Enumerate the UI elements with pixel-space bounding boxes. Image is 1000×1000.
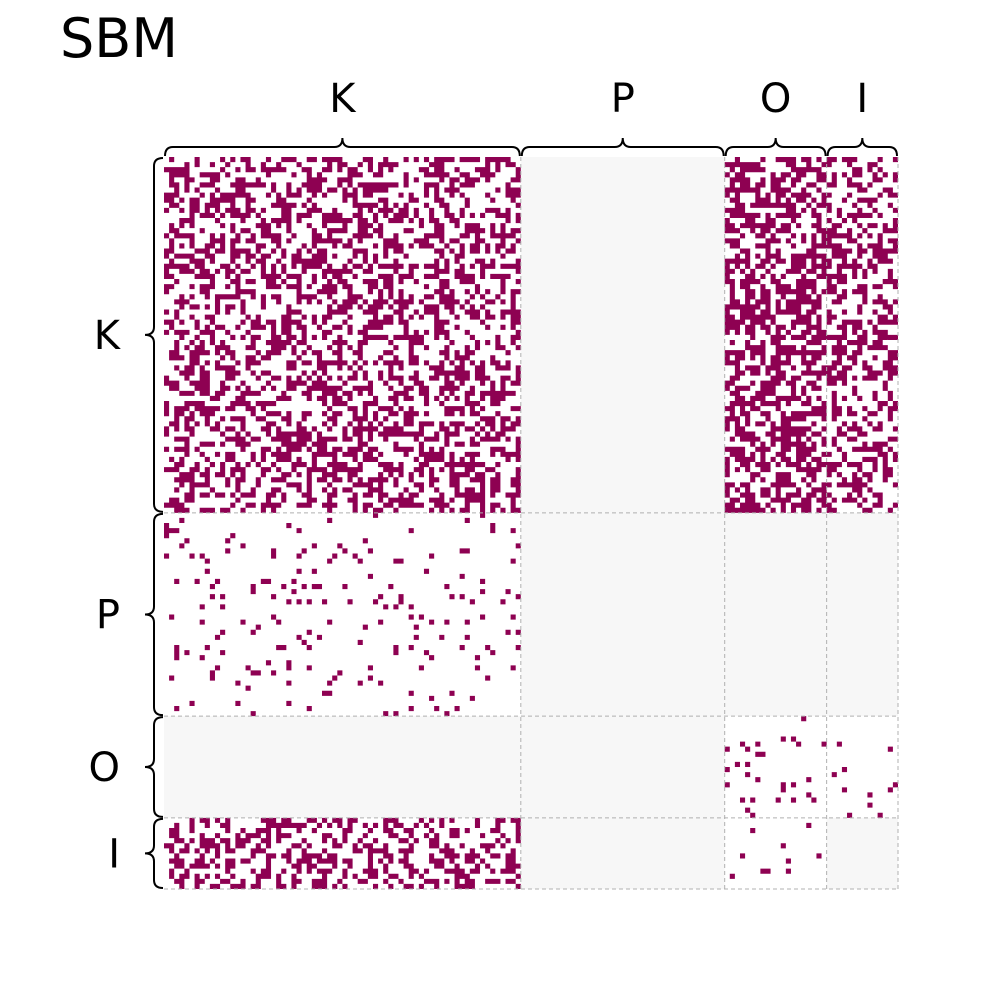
- block-P-P: [520, 512, 725, 717]
- block-I-I: [826, 817, 898, 889]
- brace-top-P: [520, 137, 725, 157]
- block-P-O: [724, 512, 827, 717]
- block-P-I: [826, 512, 898, 717]
- page-title: SBM: [60, 7, 178, 70]
- block-O-I: [826, 716, 898, 818]
- top-label-O: O: [760, 76, 791, 122]
- block-O-K: [164, 716, 521, 818]
- brace-left-I: [144, 817, 164, 889]
- block-O-P: [520, 716, 725, 818]
- brace-top-O: [724, 137, 827, 157]
- block-I-P: [520, 817, 725, 889]
- left-label-P: P: [96, 593, 120, 639]
- edge-cell-marks: [164, 157, 898, 889]
- brace-top-K: [164, 137, 521, 157]
- left-label-O: O: [89, 745, 120, 791]
- block-I-O: [724, 817, 827, 889]
- block-grid-lines: [164, 157, 899, 890]
- brace-top-I: [826, 137, 898, 157]
- brace-left-O: [144, 716, 164, 818]
- left-label-I: I: [108, 831, 120, 877]
- top-label-I: I: [856, 76, 868, 122]
- edge-cells: [164, 157, 898, 889]
- block-K-P: [520, 157, 725, 513]
- top-label-K: K: [329, 76, 357, 122]
- block-braces: [144, 137, 898, 889]
- left-label-K: K: [94, 313, 122, 359]
- top-label-P: P: [611, 76, 635, 122]
- brace-left-P: [144, 512, 164, 717]
- brace-left-K: [144, 157, 164, 513]
